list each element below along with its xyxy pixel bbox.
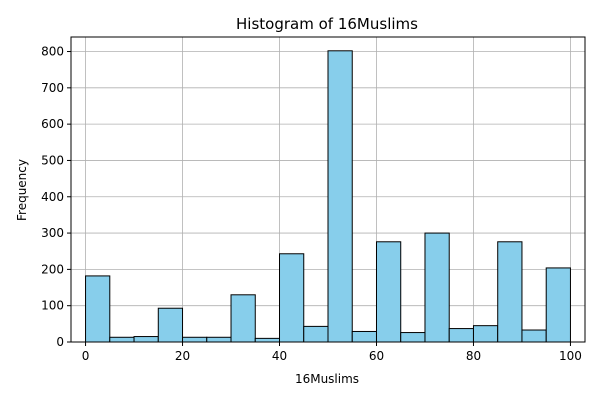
histogram-bar <box>133 336 159 343</box>
histogram-bar <box>303 325 329 343</box>
histogram-bar <box>157 307 184 343</box>
histogram-bar <box>545 267 571 343</box>
histogram-bars <box>85 50 571 343</box>
histogram-bar <box>424 232 450 343</box>
histogram-bar <box>206 336 232 343</box>
histogram-bar <box>400 332 426 343</box>
histogram-bar <box>375 241 402 343</box>
histogram-bar <box>85 275 111 343</box>
y-tick-label: 200 <box>41 262 64 276</box>
x-tick-label: 0 <box>82 349 90 363</box>
axis-ticks: 0 20 40 60 80 100 0 100 200 300 400 500 600 700 800 <box>41 45 582 363</box>
y-tick-label: 500 <box>41 153 64 167</box>
plot-frame <box>70 36 586 343</box>
y-tick-label: 700 <box>41 81 64 95</box>
y-tick-label: 300 <box>41 226 64 240</box>
histogram-bar <box>109 336 135 343</box>
histogram-bar <box>472 325 499 343</box>
histogram-bar <box>521 329 547 343</box>
y-axis-label: Frequency <box>15 159 29 221</box>
x-tick-label: 60 <box>369 349 384 363</box>
histogram-bar <box>351 330 377 343</box>
y-tick-label: 100 <box>41 299 64 313</box>
histogram-bar <box>230 294 256 343</box>
histogram-bar <box>279 253 305 343</box>
y-tick-label: 0 <box>56 335 64 349</box>
chart-title: Histogram of 16Muslims <box>236 15 418 33</box>
x-tick-label: 100 <box>559 349 582 363</box>
histogram-bar <box>497 241 523 343</box>
y-tick-label: 800 <box>41 45 64 59</box>
x-tick-label: 20 <box>175 349 190 363</box>
y-tick-label: 600 <box>41 117 64 131</box>
x-tick-label: 40 <box>272 349 287 363</box>
x-tick-label: 80 <box>466 349 481 363</box>
x-axis-label: 16Muslims <box>295 372 359 386</box>
histogram-bar <box>327 50 353 343</box>
histogram-bar <box>254 337 281 343</box>
histogram-bar <box>448 328 474 343</box>
histogram-bar <box>182 336 208 343</box>
y-tick-label: 400 <box>41 190 64 204</box>
